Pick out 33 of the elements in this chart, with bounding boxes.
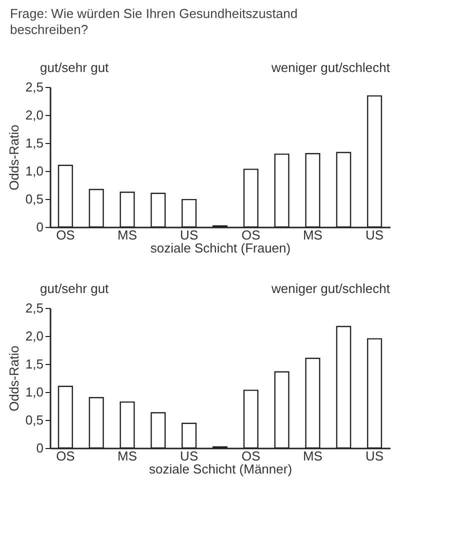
x-tick-label: OS: [242, 448, 261, 464]
x-axis-title: soziale Schicht (Frauen): [150, 240, 291, 256]
y-axis-title: Odds-Ratio: [6, 124, 22, 190]
y-tick-label: 2,0: [25, 328, 44, 344]
x-tick-label: MS: [118, 448, 138, 464]
x-tick-label: MS: [302, 228, 323, 242]
y-tick-label: 1,5: [25, 356, 44, 372]
x-axis-title: soziale Schicht (Männer): [148, 462, 292, 476]
text: gut/sehr gut: [40, 60, 110, 75]
y-tick-label: 1,5: [25, 136, 44, 150]
x-tick-label: OS: [56, 228, 76, 242]
x-tick-label: MS: [302, 448, 323, 464]
y-tick-label: 1,0: [25, 164, 44, 178]
x-tick-label: US: [366, 448, 384, 464]
text: weniger gut/schlecht: [270, 281, 390, 296]
x-tick-label: US: [180, 448, 198, 464]
x-tick-label: MS: [118, 228, 138, 242]
text: weniger gut/schlecht: [270, 60, 390, 75]
x-tick-label: US: [366, 228, 384, 242]
text: gut/sehr gut: [40, 281, 110, 296]
chart-title: Frage: Wie würden Sie Ihren Gesundheitszustand beschreiben?: [10, 6, 299, 38]
y-axis-title: Odds-Ratio: [6, 346, 22, 412]
y-tick-label: 0,5: [25, 192, 44, 206]
x-tick-label: OS: [56, 448, 76, 464]
y-tick-label: 0: [36, 440, 44, 456]
y-tick-label: 2,5: [25, 300, 44, 316]
y-tick-label: 2,0: [25, 108, 44, 122]
x-tick-label: OS: [242, 228, 261, 242]
y-tick-label: 0,5: [25, 412, 44, 428]
y-tick-label: 2,5: [25, 80, 44, 94]
y-tick-label: 0: [36, 220, 44, 234]
x-tick-label: US: [180, 228, 198, 242]
y-tick-label: 1,0: [25, 384, 44, 400]
